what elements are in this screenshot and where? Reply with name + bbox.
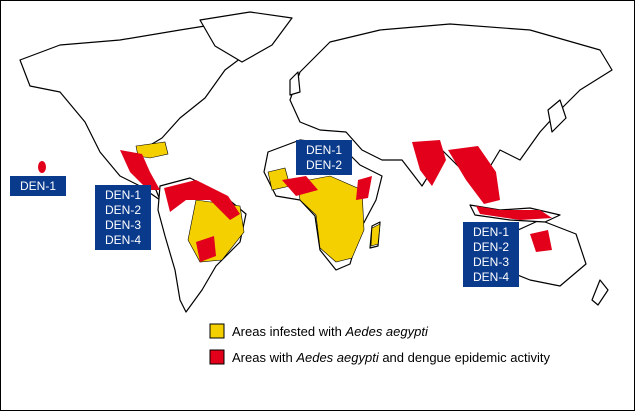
red-area (412, 140, 446, 186)
legend-text-part: Areas with (232, 350, 296, 365)
red-area (356, 176, 372, 200)
label-text: DEN-1 (20, 179, 56, 193)
legend-text: Areas infested with Aedes aegypti (232, 324, 429, 339)
red-area (476, 206, 552, 220)
label-text: DEN-2 (105, 203, 141, 217)
legend-swatch (209, 323, 225, 339)
label-text: DEN-3 (105, 218, 141, 232)
red-area (38, 161, 46, 173)
yellow-area (370, 223, 381, 247)
label-box: DEN-1 (10, 176, 66, 196)
label-background (296, 140, 352, 175)
label-text: DEN-1 (306, 143, 342, 157)
legend-text: Areas with Aedes aegypti and dengue epid… (232, 350, 550, 365)
label-text: DEN-2 (306, 158, 342, 172)
yellow-area (297, 175, 365, 263)
red-area (530, 230, 552, 252)
japan (547, 99, 567, 133)
infestation-areas (38, 140, 552, 263)
legend-swatch (209, 349, 225, 365)
red-area (196, 236, 216, 262)
label-text: DEN-1 (105, 188, 141, 202)
legend-text-part: Aedes aegypti (344, 324, 429, 339)
label-text: DEN-1 (473, 225, 509, 239)
serotype-labels: DEN-1DEN-1DEN-2DEN-3DEN-4DEN-1DEN-2DEN-1… (10, 140, 519, 287)
red-area (164, 180, 240, 220)
uk (289, 71, 301, 96)
new-zealand (591, 279, 609, 306)
label-text: DEN-4 (105, 233, 141, 247)
red-area (120, 150, 160, 190)
red-area (282, 176, 318, 196)
label-background (463, 222, 519, 287)
label-text: DEN-2 (473, 240, 509, 254)
legend-text-part: Aedes aegypti (295, 350, 380, 365)
legend-text-part: and dengue epidemic activity (379, 350, 551, 365)
label-background (95, 185, 151, 250)
label-background (10, 176, 66, 196)
red-area (448, 146, 500, 204)
label-text: DEN-3 (473, 255, 509, 269)
label-text: DEN-4 (473, 270, 509, 284)
legend-text-part: Areas infested with (232, 324, 345, 339)
greenland (199, 11, 293, 63)
